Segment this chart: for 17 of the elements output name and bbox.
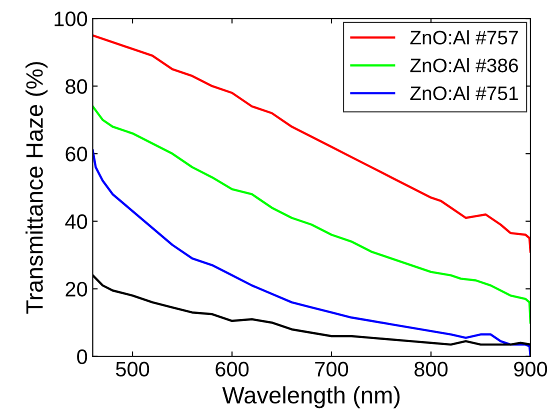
x-tick-label: 700 xyxy=(315,362,348,377)
y-axis-title: Transmittance Haze (%) xyxy=(26,62,48,314)
y-tick-label: 60 xyxy=(66,146,88,162)
legend-label: ZnO:Al #386 xyxy=(410,58,518,72)
line-series xyxy=(92,105,530,324)
y-tick-label: 20 xyxy=(66,282,88,297)
y-tick-label: 0 xyxy=(77,349,88,364)
legend-label: ZnO:Al #751 xyxy=(410,86,518,100)
y-tick-label: 80 xyxy=(66,79,88,94)
y-tick-label: 100 xyxy=(54,12,88,26)
legend-label: ZnO:Al #757 xyxy=(410,30,518,44)
x-tick-label: 500 xyxy=(116,362,150,377)
x-tick-label: 600 xyxy=(216,362,249,377)
x-tick-label: 800 xyxy=(414,362,448,377)
x-axis-title: Wavelength (nm) xyxy=(222,386,400,408)
x-tick-label: 900 xyxy=(514,362,548,377)
y-tick-label: 40 xyxy=(65,214,88,229)
